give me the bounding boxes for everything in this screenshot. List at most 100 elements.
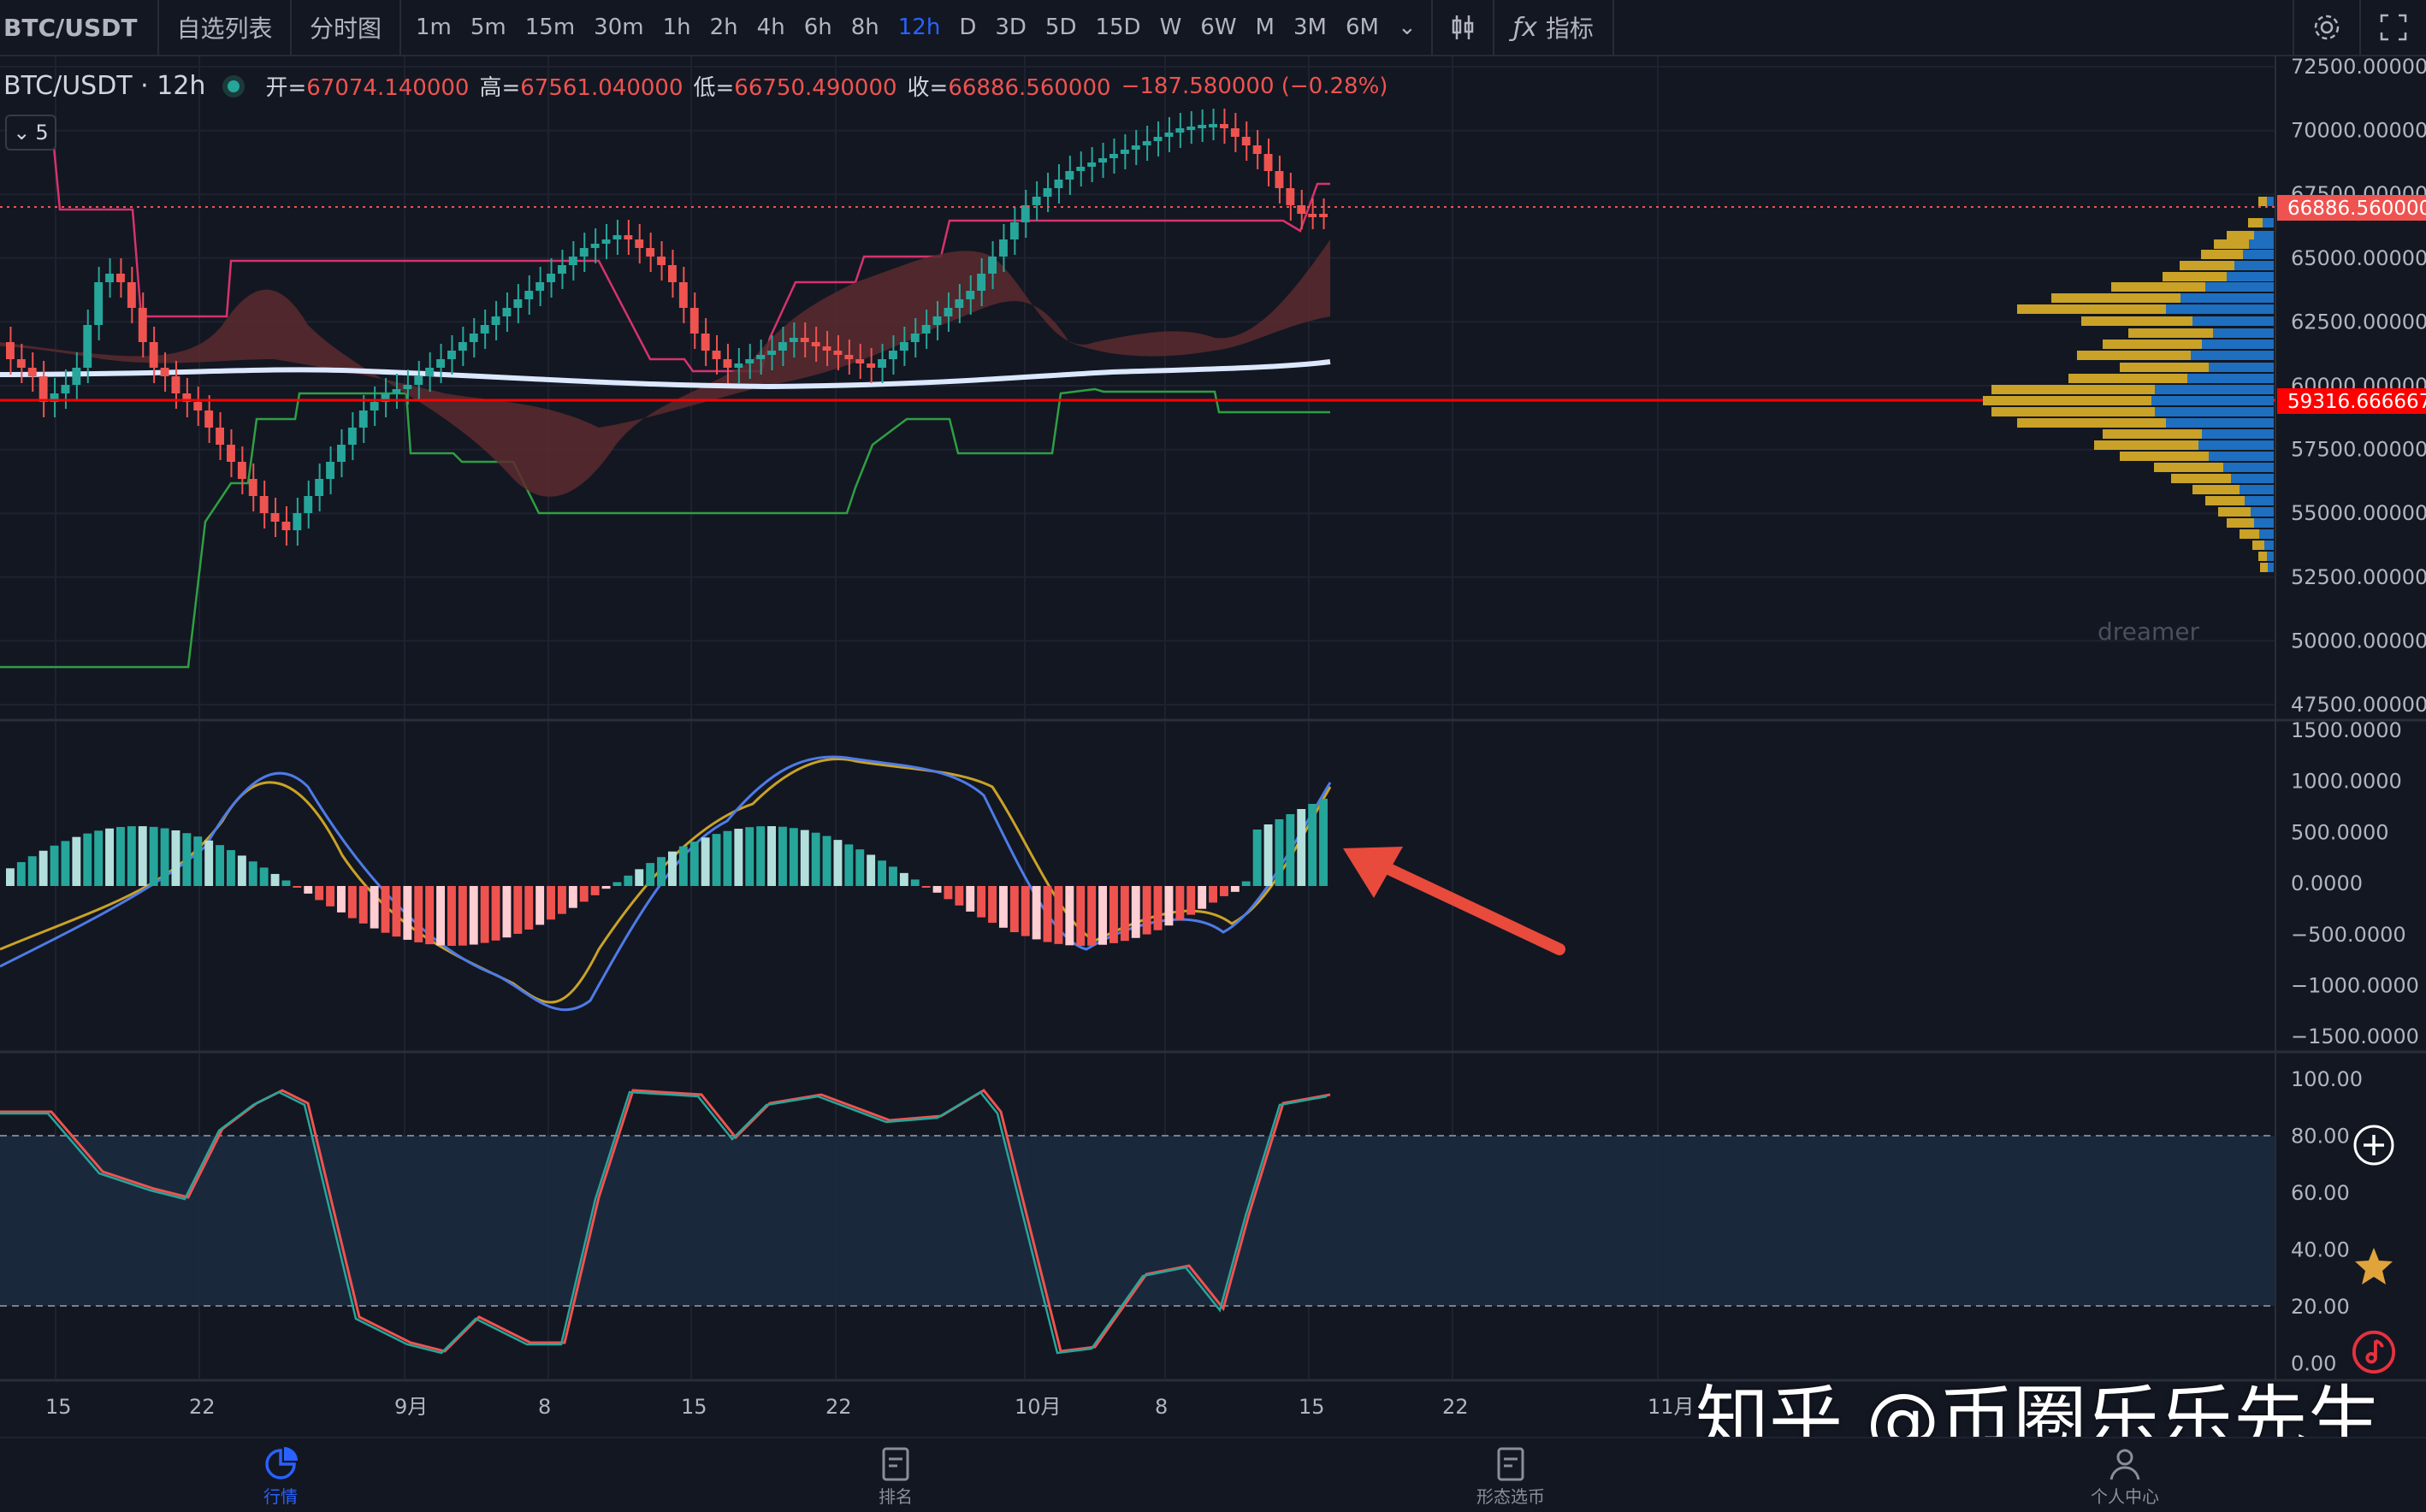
timeframe-2h[interactable]: 2h	[709, 15, 738, 40]
timeframe-4h[interactable]: 4h	[756, 15, 785, 40]
candle-body	[105, 274, 114, 282]
macd-histogram-bar	[1142, 886, 1151, 935]
add-button[interactable]	[2351, 1122, 2397, 1168]
list-doc-icon	[882, 1447, 909, 1481]
timeframe-12h[interactable]: 12h	[897, 15, 941, 40]
macd-histogram-bar	[1275, 819, 1284, 886]
volume-profile-bar	[2251, 507, 2274, 517]
nav-pattern-select[interactable]: 形态选币	[1425, 1445, 1596, 1508]
nav-market[interactable]: 行情	[195, 1445, 366, 1508]
stoch-axis-label: 20.00	[2291, 1295, 2350, 1319]
macd-histogram-bar	[767, 826, 776, 886]
candle-body	[403, 385, 412, 389]
stoch-band	[0, 1136, 2275, 1306]
volume-profile-bar	[2198, 440, 2274, 450]
time-axis-label: 22	[825, 1395, 852, 1419]
macd-axis-label: −1000.0000	[2291, 974, 2419, 998]
macd-histogram-bar	[789, 828, 798, 886]
macd-histogram-bar	[447, 886, 456, 946]
timeframe-W[interactable]: W	[1159, 15, 1182, 40]
sound-button[interactable]	[2351, 1329, 2397, 1375]
candle-body	[315, 479, 324, 496]
volume-profile-bar	[2120, 452, 2209, 461]
symbol-selector[interactable]: BTC/USDT	[0, 0, 159, 55]
favorite-button[interactable]	[2351, 1243, 2397, 1290]
timeframe-5m[interactable]: 5m	[470, 15, 506, 40]
timeframe-M[interactable]: M	[1255, 15, 1275, 40]
macd-histogram-bar	[248, 861, 257, 886]
candle-body	[1241, 137, 1251, 145]
settings-button[interactable]	[2293, 0, 2359, 55]
price-axis-label: 57500.000000	[2291, 438, 2426, 462]
candle-body	[436, 359, 445, 368]
nav-profile[interactable]: 个人中心	[2039, 1445, 2210, 1508]
timeframe-15D[interactable]: 15D	[1095, 15, 1141, 40]
volume-profile-bar	[2111, 282, 2205, 292]
macd-histogram-bar	[1230, 886, 1240, 892]
watchlist-button[interactable]: 自选列表	[159, 0, 292, 55]
indicators-button[interactable]: ƒx 指标	[1494, 0, 1614, 55]
macd-histogram-bar	[281, 880, 291, 886]
stoch-k-line	[0, 1090, 1328, 1355]
volume-profile-bar	[2077, 351, 2191, 360]
macd-histogram-bar	[1252, 830, 1262, 886]
candle-body	[1120, 150, 1129, 154]
price-axis-label: 50000.000000	[2291, 629, 2426, 653]
timeframe-30m[interactable]: 30m	[594, 15, 644, 40]
macd-histogram-bar	[977, 886, 986, 918]
timeframe-15m[interactable]: 15m	[524, 15, 576, 40]
volume-profile-bar	[2068, 374, 2187, 383]
timeframe-6h[interactable]: 6h	[803, 15, 832, 40]
timeframe-6M[interactable]: 6M	[1345, 15, 1379, 40]
macd-axis-label: 0.0000	[2291, 871, 2363, 895]
timeframe-3M[interactable]: 3M	[1293, 15, 1327, 40]
macd-histogram-bar	[1209, 886, 1217, 903]
nav-market-label: 行情	[263, 1486, 298, 1507]
candle-body	[1009, 222, 1019, 239]
indicator-collapse-button[interactable]: ⌄ 5	[5, 115, 56, 151]
candle-body	[1186, 127, 1196, 130]
fullscreen-icon	[2380, 14, 2407, 41]
timeframe-D[interactable]: D	[959, 15, 977, 40]
chart-type-button[interactable]	[1433, 0, 1494, 55]
timeframe-1h[interactable]: 1h	[662, 15, 691, 40]
chevron-down-icon[interactable]: ⌄	[1397, 15, 1417, 40]
macd-histogram-bar	[1098, 886, 1107, 945]
volume-profile-bar	[2171, 474, 2231, 483]
timeframe-5D[interactable]: 5D	[1044, 15, 1077, 40]
timeframe-1m[interactable]: 1m	[416, 15, 452, 40]
chart-area[interactable]: 72500.00000070000.00000067500.0000006500…	[0, 56, 2426, 1437]
high-label: 高=	[479, 75, 521, 101]
volume-profile-bar	[2154, 463, 2223, 472]
timeshare-button[interactable]: 分时图	[292, 0, 401, 55]
macd-histogram-bar	[535, 886, 545, 925]
candle-body	[601, 239, 611, 244]
macd-histogram-bar	[149, 826, 158, 886]
timeframe-3D[interactable]: 3D	[995, 15, 1027, 40]
user-icon	[2109, 1449, 2140, 1480]
macd-histogram-bar	[1131, 886, 1140, 938]
nav-ranking[interactable]: 排名	[810, 1445, 981, 1508]
macd-line	[0, 755, 1332, 1012]
candle-body	[1076, 167, 1086, 171]
volume-profile-bar	[2151, 396, 2274, 405]
fullscreen-button[interactable]	[2359, 0, 2426, 55]
candle-body	[1109, 154, 1118, 158]
macd-histogram-bar	[480, 886, 489, 943]
macd-histogram-bar	[50, 845, 59, 886]
macd-histogram-bar	[1263, 824, 1273, 886]
volume-profile-bar	[2227, 518, 2254, 528]
timeframe-8h[interactable]: 8h	[850, 15, 879, 40]
stoch-axis-label: 80.00	[2291, 1125, 2350, 1149]
price-axis-label: 70000.000000	[2291, 119, 2426, 143]
macd-histogram-bar	[16, 862, 26, 886]
volume-profile-bar	[2180, 261, 2234, 270]
macd-histogram-bar	[624, 875, 633, 886]
candle-body	[977, 274, 986, 291]
candle-body	[1142, 141, 1151, 145]
candle-body	[624, 235, 633, 239]
candle-body	[833, 351, 843, 355]
timeframe-6W[interactable]: 6W	[1200, 15, 1237, 40]
volume-profile-bar	[2166, 304, 2274, 314]
macd-histogram-bar	[646, 863, 655, 886]
